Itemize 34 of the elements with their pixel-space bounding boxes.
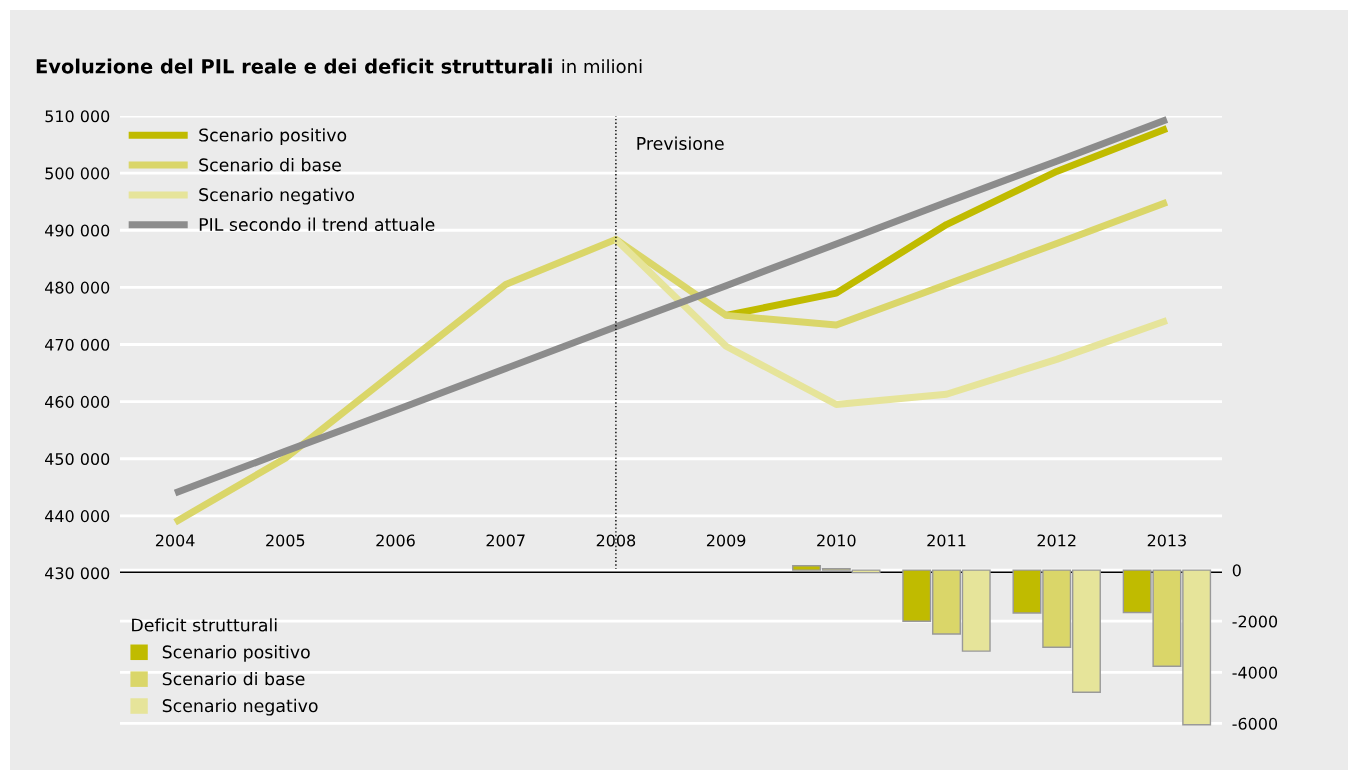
legend-title: Deficit strutturali (132, 618, 277, 632)
ref-line-label: Previsione (637, 136, 724, 150)
y-tick-label: 510 000 (45, 110, 110, 123)
x-tick-label: 2004 (155, 534, 195, 547)
y-tick-label: 470 000 (45, 338, 110, 351)
x-tick-label: 2005 (266, 534, 305, 547)
y-tick-label: 430 000 (45, 567, 110, 580)
chart-subtitle: in milioni (562, 59, 642, 74)
x-tick-label: 2011 (927, 534, 966, 547)
y-tick-label: 500 000 (45, 167, 110, 180)
legend-label: PIL secondo il trend attuale (199, 217, 435, 232)
y-tick-label: 0 (1232, 564, 1241, 577)
legend-label: Scenario positivo (162, 645, 310, 662)
x-tick-label: 2010 (817, 534, 856, 547)
y-tick-label: -6000 (1232, 717, 1278, 730)
x-tick-label: 2013 (1147, 534, 1186, 547)
x-tick-label: 2009 (706, 534, 746, 547)
legend-label: Scenario di base (162, 671, 305, 686)
x-tick-label: 2007 (486, 534, 525, 547)
y-tick-label: 460 000 (45, 395, 110, 408)
x-tick-label: 2008 (596, 534, 636, 547)
y-tick-label: 490 000 (45, 224, 110, 237)
legend-label: Scenario di base (199, 157, 341, 172)
chart-title: Evoluzione del PIL reale e dei deficit strutturali (36, 58, 552, 74)
y-tick-label: -2000 (1232, 615, 1278, 628)
x-tick-label: 2012 (1037, 534, 1076, 547)
y-tick-label: 450 000 (45, 452, 110, 466)
legend-label: Scenario positivo (199, 128, 347, 145)
x-tick-label: 2006 (376, 534, 415, 547)
legend-label: Scenario negativo (162, 698, 318, 716)
y-tick-label: 440 000 (45, 510, 110, 523)
y-tick-label: 480 000 (45, 281, 110, 294)
y-tick-label: -4000 (1232, 666, 1278, 679)
legend-label: Scenario negativo (199, 187, 355, 205)
